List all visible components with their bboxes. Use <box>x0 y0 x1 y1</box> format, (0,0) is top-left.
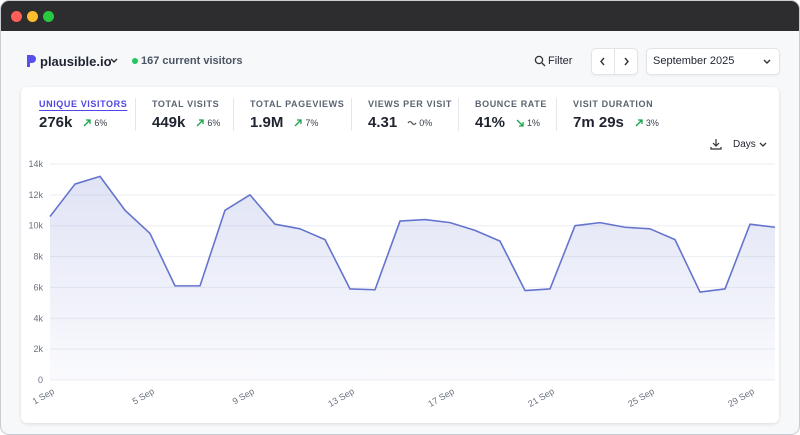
metric-change: 6% <box>207 118 221 128</box>
metric-label[interactable]: VISIT DURATION <box>573 99 654 109</box>
metric-value: 41% <box>475 114 506 131</box>
x-tick-label: 5 Sep <box>131 386 156 406</box>
metric-change: 0% <box>419 118 433 128</box>
y-tick-label: 6k <box>33 282 43 292</box>
close-button[interactable] <box>11 11 22 22</box>
search-icon <box>534 55 546 67</box>
trend-icon <box>516 119 524 127</box>
metric-value: 1.9M <box>250 114 284 131</box>
trend-icon <box>294 119 303 127</box>
period-chevron <box>763 59 771 64</box>
download-icon[interactable] <box>710 138 722 150</box>
metric-label[interactable]: BOUNCE RATE <box>475 99 547 109</box>
x-tick-label: 17 Sep <box>426 386 456 409</box>
trend-icon <box>635 119 643 127</box>
x-tick-label: 25 Sep <box>626 386 656 409</box>
metric-label[interactable]: VIEWS PER VISIT <box>368 99 453 109</box>
y-tick-label: 8k <box>33 252 43 262</box>
trend-icon <box>407 120 417 126</box>
filter-button[interactable]: Filter <box>548 55 573 67</box>
metric-change: 6% <box>94 118 108 128</box>
metric-change: 7% <box>305 118 319 128</box>
metric-value: 276k <box>39 114 73 131</box>
metric-value: 7m 29s <box>573 114 624 131</box>
site-name[interactable]: plausible.io <box>40 54 112 69</box>
site-chevron[interactable] <box>109 57 119 65</box>
trend-icon <box>196 119 205 127</box>
x-tick-label: 21 Sep <box>526 386 556 409</box>
metric-divider <box>351 98 352 131</box>
period-picker[interactable]: September 2025 <box>646 48 780 75</box>
metric-change: 3% <box>645 118 659 128</box>
trend-icon <box>83 119 92 127</box>
metric-divider <box>135 98 136 131</box>
line <box>49 175 776 293</box>
area <box>50 176 775 380</box>
x-tick-label: 9 Sep <box>231 386 256 406</box>
y-tick-label: 12k <box>28 190 43 200</box>
metric-divider <box>556 98 557 131</box>
y-tick-label: 14k <box>28 159 43 169</box>
y-tick-label: 4k <box>33 313 43 323</box>
minimize-button[interactable] <box>27 11 38 22</box>
y-tick-label: 0 <box>38 375 43 385</box>
x-tick-label: 29 Sep <box>726 386 756 409</box>
metric-divider <box>458 98 459 131</box>
x-tick-label: 1 Sep <box>31 386 56 406</box>
interval-select[interactable]: Days <box>733 139 756 150</box>
logo <box>27 55 36 67</box>
metric-value: 449k <box>152 114 186 131</box>
current-visitors[interactable]: 167 current visitors <box>141 55 243 67</box>
y-tick-label: 2k <box>33 344 43 354</box>
title-bar <box>1 1 799 31</box>
period-label: September 2025 <box>653 55 735 67</box>
metric-label[interactable]: TOTAL PAGEVIEWS <box>250 99 345 109</box>
interval-chevron <box>759 142 767 147</box>
metric-value: 4.31 <box>368 114 398 131</box>
live-dot <box>132 58 138 64</box>
metric-change: 1% <box>527 118 541 128</box>
y-tick-label: 10k <box>28 221 43 231</box>
period-nav <box>591 48 638 75</box>
metric-label[interactable]: TOTAL VISITS <box>152 99 220 109</box>
x-tick-label: 13 Sep <box>326 386 356 409</box>
metric-label[interactable]: UNIQUE VISITORS <box>39 99 128 109</box>
maximize-button[interactable] <box>43 11 54 22</box>
metric-divider <box>233 98 234 131</box>
nav-arrows[interactable] <box>592 49 637 74</box>
